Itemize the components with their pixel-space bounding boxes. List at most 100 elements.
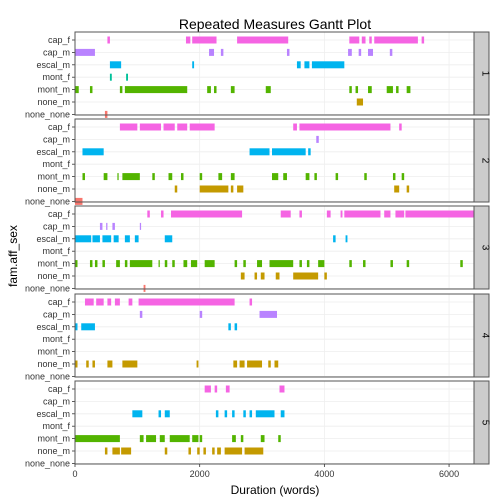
gantt-bar-cap_f bbox=[171, 210, 243, 218]
gantt-bar-none_m bbox=[104, 447, 108, 455]
gantt-bar-mont_m bbox=[318, 260, 325, 268]
gantt-bar-cap_m bbox=[106, 222, 108, 230]
y-tick-label: mont_f bbox=[42, 421, 70, 431]
facet-strip bbox=[473, 118, 490, 203]
gantt-bar-cap_f bbox=[177, 123, 188, 131]
gantt-bar-mont_m bbox=[119, 86, 123, 94]
gantt-bar-mont_m bbox=[199, 173, 203, 181]
gantt-bar-cap_f bbox=[185, 36, 191, 44]
x-tick-label: 6000 bbox=[439, 469, 459, 479]
gantt-bar-mont_m bbox=[75, 260, 78, 268]
gantt-bar-mont_m bbox=[386, 86, 393, 94]
y-tick-label: mont_m bbox=[37, 259, 70, 269]
gantt-bar-mont_m bbox=[232, 435, 236, 443]
gantt-bar-mont_m bbox=[124, 86, 188, 94]
gantt-bar-mont_m bbox=[159, 435, 165, 443]
gantt-bar-cap_f bbox=[384, 210, 391, 218]
gantt-bar-cap_f bbox=[189, 123, 215, 131]
gantt-bar-cap_f bbox=[340, 210, 343, 218]
gantt-bar-cap_m bbox=[139, 310, 143, 318]
gantt-bar-cap_m bbox=[316, 135, 319, 143]
gantt-bar-escal_m bbox=[280, 410, 285, 418]
gantt-bar-none_m bbox=[275, 272, 280, 280]
facet-strip bbox=[473, 380, 490, 465]
gantt-bar-mont_m bbox=[89, 260, 93, 268]
gantt-bar-cap_f bbox=[421, 36, 425, 44]
gantt-bar-cap_f bbox=[214, 385, 218, 393]
gantt-bar-mont_m bbox=[103, 173, 108, 181]
gantt-bar-cap_f bbox=[395, 210, 405, 218]
gantt-bar-mont_m bbox=[363, 260, 366, 268]
gantt-bar-none_none bbox=[143, 284, 146, 292]
gantt-bar-mont_m bbox=[272, 173, 279, 181]
gantt-bar-none_m bbox=[203, 447, 206, 455]
gantt-bar-none_m bbox=[274, 360, 279, 368]
gantt-bar-cap_f bbox=[128, 298, 133, 306]
gantt-bar-cap_f bbox=[138, 298, 235, 306]
y-tick-label: mont_f bbox=[42, 246, 70, 256]
facet-strip-label: 2 bbox=[480, 158, 491, 164]
y-tick-label: cap_m bbox=[43, 396, 70, 406]
y-tick-label: cap_m bbox=[43, 134, 70, 144]
gantt-bar-cap_m bbox=[75, 48, 95, 56]
gantt-bar-escal_m bbox=[75, 235, 92, 243]
gantt-bar-none_m bbox=[217, 447, 221, 455]
gantt-bar-mont_m bbox=[199, 435, 203, 443]
gantt-bar-cap_f bbox=[374, 36, 418, 44]
gantt-bar-mont_m bbox=[390, 260, 393, 268]
gantt-bar-cap_m bbox=[112, 222, 115, 230]
gantt-bar-cap_f bbox=[249, 298, 253, 306]
y-tick-label: none_m bbox=[37, 359, 70, 369]
gantt-bar-none_m bbox=[356, 98, 364, 106]
gantt-bar-escal_m bbox=[333, 235, 336, 243]
gantt-bar-none_m bbox=[174, 185, 178, 193]
gantt-bar-cap_f bbox=[349, 36, 360, 44]
y-tick-label: cap_m bbox=[43, 47, 70, 57]
gantt-bar-cap_f bbox=[163, 123, 175, 131]
gantt-bar-mont_m bbox=[122, 173, 140, 181]
gantt-bar-mont_m bbox=[190, 260, 198, 268]
gantt-bar-mont_m bbox=[401, 173, 405, 181]
gantt-bar-escal_m bbox=[311, 61, 345, 69]
facet-panels: cap_f cap_m escal_m mont_f mont_m none_m none_… bbox=[25, 31, 491, 468]
gantt-bar-cap_f bbox=[96, 298, 104, 306]
gantt-bar-mont_m bbox=[230, 86, 235, 94]
gantt-bar-mont_m bbox=[94, 260, 98, 268]
panel-background bbox=[74, 205, 475, 290]
gantt-bar-cap_f bbox=[237, 36, 289, 44]
gantt-bar-mont_m bbox=[299, 260, 302, 268]
gantt-bar-mont_m bbox=[406, 260, 410, 268]
y-tick-label: cap_f bbox=[48, 209, 71, 219]
gantt-bar-mont_m bbox=[116, 260, 120, 268]
gantt-bar-escal_m bbox=[304, 61, 310, 69]
gantt-bar-cap_m bbox=[139, 222, 142, 230]
y-tick-label: mont_f bbox=[42, 334, 70, 344]
gantt-bar-escal_m bbox=[81, 323, 95, 331]
gantt-bar-escal_m bbox=[134, 235, 139, 243]
gantt-bar-none_m bbox=[188, 447, 191, 455]
facet-panel-5: cap_f cap_m escal_m mont_f mont_m none_m none_… bbox=[25, 380, 491, 468]
gantt-bar-mont_m bbox=[204, 260, 215, 268]
gantt-bar-escal_m bbox=[345, 235, 348, 243]
x-axis: 0 2000 4000 6000 bbox=[72, 464, 459, 479]
gantt-bar-escal_m bbox=[109, 61, 122, 69]
facet-strip bbox=[473, 205, 490, 290]
gantt-bar-none_m bbox=[197, 447, 200, 455]
gantt-bar-escal_m bbox=[132, 410, 143, 418]
gantt-bar-cap_f bbox=[279, 385, 285, 393]
gantt-bar-cap_f bbox=[84, 298, 94, 306]
gantt-bar-mont_m bbox=[207, 86, 211, 94]
y-tick-label: cap_f bbox=[48, 35, 71, 45]
gantt-bar-cap_m bbox=[358, 48, 362, 56]
gantt-bar-mont_m bbox=[183, 260, 188, 268]
gantt-bar-cap_f bbox=[225, 385, 230, 393]
gantt-bar-cap_f bbox=[161, 210, 164, 218]
gantt-bar-none_m bbox=[240, 272, 245, 280]
gantt-bar-none_m bbox=[121, 447, 132, 455]
gantt-bar-cap_f bbox=[299, 123, 391, 131]
gantt-bar-mont_m bbox=[355, 86, 359, 94]
panel-background bbox=[74, 118, 475, 203]
panel-background bbox=[74, 31, 475, 116]
gantt-bar-mont_m bbox=[240, 435, 244, 443]
